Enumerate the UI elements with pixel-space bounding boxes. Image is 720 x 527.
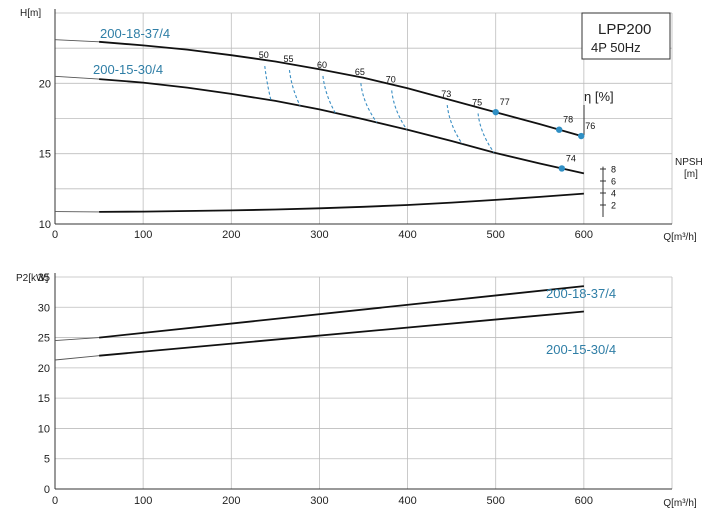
efficiency-point-marker — [559, 165, 565, 171]
head-curve-line — [99, 79, 584, 173]
efficiency-isoline-path — [323, 76, 335, 113]
y-tick-label: 10 — [38, 423, 50, 435]
y-tick-label: 30 — [38, 302, 50, 314]
efficiency-label: 60 — [317, 60, 327, 70]
x-tick-label: 100 — [134, 495, 152, 507]
x-tick-label: 600 — [575, 229, 593, 241]
efficiency-point-78: 78 — [556, 115, 573, 133]
npsh-curve-line — [99, 194, 584, 212]
efficiency-isoline-path — [392, 90, 407, 129]
head-series-label: 200-18-37/4 — [100, 26, 170, 41]
efficiency-isoline-55: 55 — [283, 54, 300, 106]
chart-subtitle: 4P 50Hz — [591, 40, 641, 55]
efficiency-axis-label: η [%] — [584, 89, 614, 104]
efficiency-isoline-73: 73 — [441, 89, 462, 144]
efficiency-point-77: 77 — [493, 97, 510, 115]
efficiency-isoline-75: 75 — [472, 97, 494, 152]
efficiency-isoline-path — [361, 83, 377, 122]
y-tick-label: 5 — [44, 454, 50, 466]
efficiency-label: 70 — [386, 74, 396, 84]
x-tick-label: 300 — [310, 495, 328, 507]
efficiency-isoline-70: 70 — [386, 74, 407, 129]
power-curve-line — [99, 312, 584, 356]
efficiency-point-label: 78 — [563, 115, 573, 125]
npsh-axis-unit: [m] — [684, 169, 698, 180]
power-series-label: 200-15-30/4 — [546, 342, 616, 357]
efficiency-label: 50 — [259, 50, 269, 60]
efficiency-label: 75 — [472, 97, 482, 107]
x-tick-label: 0 — [52, 229, 58, 241]
efficiency-isoline-50: 50 — [259, 50, 271, 100]
head-chart: 0 100 200 300 400 500 600 10 15 20 H[m] Q[m³/h] 2 4 6 8… — [20, 8, 703, 243]
efficiency-point-label: 76 — [585, 121, 595, 131]
npsh-tick-label: 4 — [611, 189, 616, 199]
efficiency-isoline-path — [447, 105, 462, 144]
x-tick-label: 100 — [134, 229, 152, 241]
npsh-axis-label: NPSH — [675, 157, 703, 168]
y-tick-label: 15 — [38, 393, 50, 405]
npsh-tick-label: 2 — [611, 201, 616, 211]
power-curve-extension — [55, 356, 99, 360]
efficiency-label: 73 — [441, 89, 451, 99]
y-tick-label: 20 — [38, 363, 50, 375]
x-tick-label: 600 — [575, 495, 593, 507]
x-tick-label: 500 — [487, 495, 505, 507]
chart-title: LPP200 — [598, 21, 651, 38]
efficiency-point-marker — [556, 126, 562, 132]
efficiency-point-76: 76 — [578, 121, 595, 139]
efficiency-label: 65 — [355, 67, 365, 77]
efficiency-point-marker — [578, 133, 584, 139]
x-tick-label: 200 — [222, 229, 240, 241]
x-tick-label: 500 — [487, 229, 505, 241]
efficiency-label: 55 — [283, 54, 293, 64]
efficiency-point-label: 77 — [500, 97, 510, 107]
efficiency-isoline-65: 65 — [355, 67, 377, 122]
x-tick-label: 0 — [52, 495, 58, 507]
y-tick-label: 20 — [39, 78, 51, 90]
power-series-200-18-37/4: 200-18-37/4 — [55, 286, 616, 341]
head-series-label: 200-15-30/4 — [93, 62, 163, 77]
efficiency-point-marker — [493, 109, 499, 115]
power-curve-extension — [55, 338, 99, 341]
y-tick-label: 0 — [44, 484, 50, 496]
power-curve-line — [99, 286, 584, 338]
x-tick-label: 200 — [222, 495, 240, 507]
power-series-label: 200-18-37/4 — [546, 286, 616, 301]
y-tick-label: 10 — [39, 219, 51, 231]
x-tick-label: 300 — [310, 229, 328, 241]
y-tick-label: 25 — [38, 333, 50, 345]
x-tick-label: 400 — [398, 229, 416, 241]
efficiency-isoline-path — [478, 113, 494, 152]
x-axis-label: Q[m³/h] — [663, 498, 697, 509]
head-curve-extension — [55, 40, 99, 42]
efficiency-point-label: 74 — [566, 153, 576, 163]
y-axis-label: H[m] — [20, 8, 41, 19]
efficiency-isoline-path — [289, 70, 300, 106]
npsh-tick-label: 8 — [611, 165, 616, 175]
x-axis-label: Q[m³/h] — [663, 232, 697, 243]
y-axis-label: P2[kW] — [16, 273, 48, 284]
head-curve-line — [99, 42, 584, 137]
npsh-tick-label: 6 — [611, 177, 616, 187]
x-tick-label: 400 — [398, 495, 416, 507]
power-series-200-15-30/4: 200-15-30/4 — [55, 312, 616, 361]
y-tick-label: 15 — [39, 149, 51, 161]
